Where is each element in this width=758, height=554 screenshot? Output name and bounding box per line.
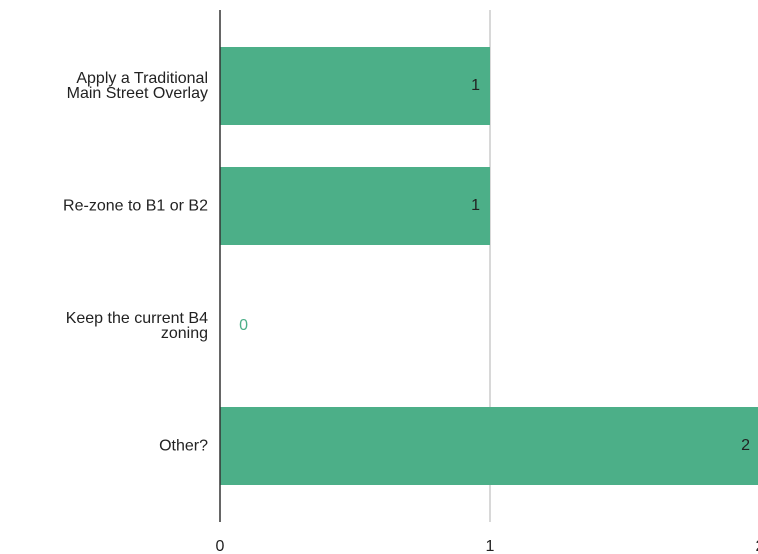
category-label: Keep the current B4 zoning bbox=[65, 310, 208, 342]
category-label: Re-zone to B1 or B2 bbox=[63, 197, 208, 215]
value-label: 2 bbox=[741, 437, 750, 454]
value-label: 1 bbox=[471, 77, 480, 94]
x-tick-label: 2 bbox=[756, 538, 758, 554]
x-tick-label: 0 bbox=[216, 538, 225, 554]
x-tick-label: 1 bbox=[486, 538, 495, 554]
bar bbox=[220, 407, 758, 485]
bar bbox=[220, 167, 490, 245]
category-label: Other? bbox=[159, 437, 208, 455]
value-label: 1 bbox=[471, 197, 480, 214]
bar bbox=[220, 47, 490, 125]
category-label: Apply a Traditional Main Street Overlay bbox=[66, 70, 208, 102]
value-label: 0 bbox=[239, 317, 248, 334]
